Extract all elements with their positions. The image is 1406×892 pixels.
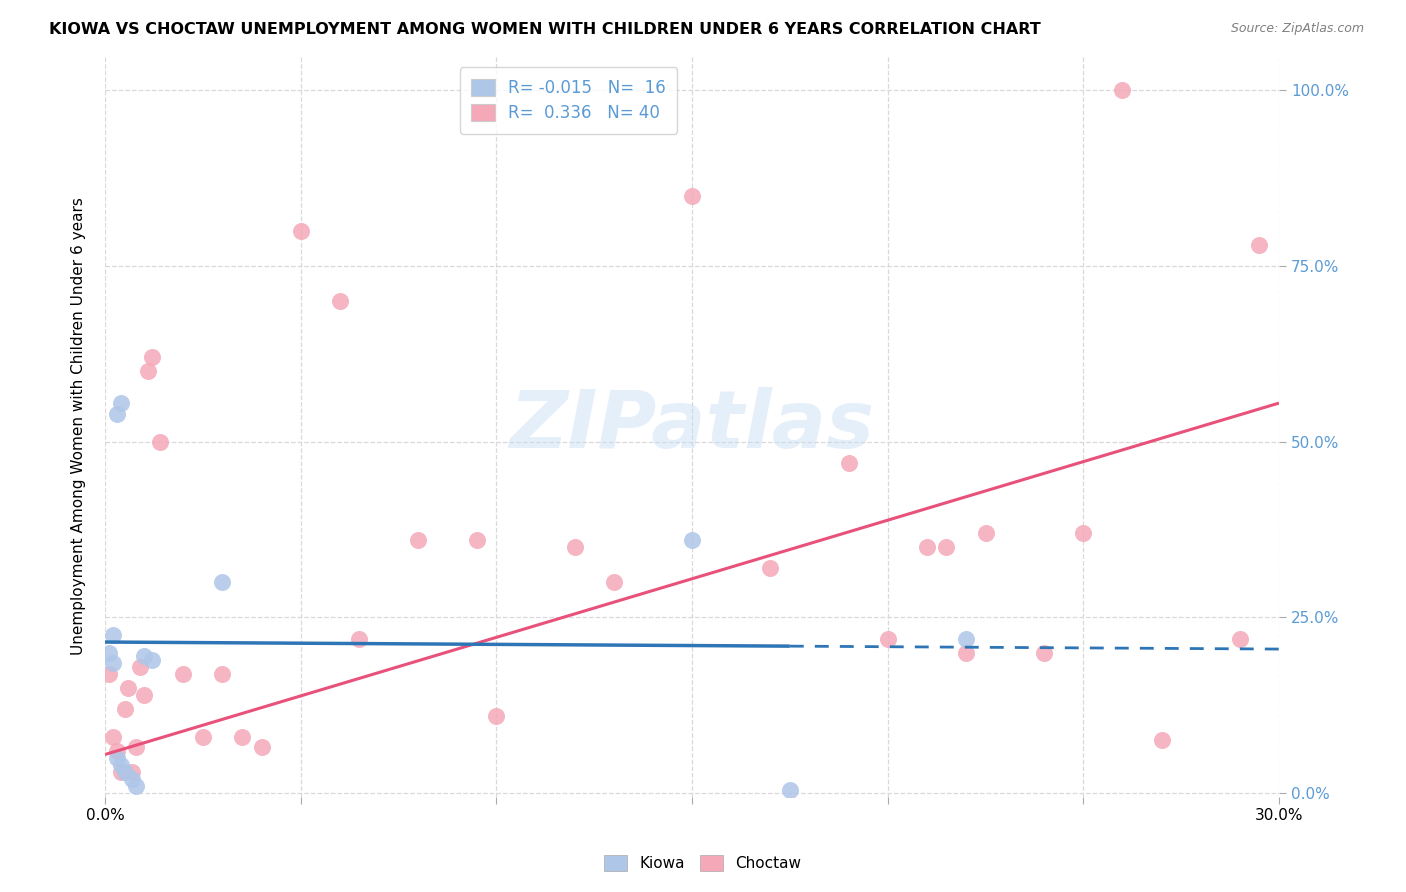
Point	[134, 688, 156, 702]
Point	[105, 407, 128, 421]
Point	[114, 702, 136, 716]
Point	[250, 740, 273, 755]
Point	[110, 758, 132, 772]
Point	[915, 540, 938, 554]
Point	[105, 744, 128, 758]
Point	[485, 709, 508, 723]
Point	[955, 632, 977, 646]
Point	[1073, 526, 1095, 541]
Point	[406, 533, 429, 548]
Point	[110, 396, 132, 410]
Point	[1033, 646, 1056, 660]
Point	[117, 681, 139, 695]
Text: KIOWA VS CHOCTAW UNEMPLOYMENT AMONG WOMEN WITH CHILDREN UNDER 6 YEARS CORRELATIO: KIOWA VS CHOCTAW UNEMPLOYMENT AMONG WOME…	[49, 22, 1040, 37]
Point	[564, 540, 586, 554]
Point	[838, 456, 860, 470]
Point	[134, 649, 156, 664]
Point	[121, 772, 143, 786]
Y-axis label: Unemployment Among Women with Children Under 6 years: Unemployment Among Women with Children U…	[72, 197, 86, 655]
Point	[779, 782, 801, 797]
Point	[101, 656, 124, 670]
Point	[1249, 238, 1271, 252]
Point	[136, 364, 159, 378]
Point	[121, 765, 143, 780]
Point	[172, 666, 194, 681]
Point	[935, 540, 957, 554]
Text: Source: ZipAtlas.com: Source: ZipAtlas.com	[1230, 22, 1364, 36]
Point	[97, 666, 120, 681]
Point	[141, 351, 163, 365]
Point	[211, 666, 233, 681]
Point	[97, 646, 120, 660]
Point	[349, 632, 371, 646]
Point	[290, 224, 312, 238]
Point	[876, 632, 898, 646]
Point	[465, 533, 488, 548]
Point	[681, 533, 703, 548]
Point	[101, 628, 124, 642]
Point	[105, 751, 128, 765]
Point	[329, 294, 352, 309]
Point	[114, 765, 136, 780]
Point	[974, 526, 997, 541]
Point	[101, 730, 124, 744]
Point	[1229, 632, 1251, 646]
Point	[125, 740, 148, 755]
Point	[603, 575, 626, 590]
Point	[1150, 733, 1173, 747]
Point	[211, 575, 233, 590]
Legend: R= -0.015   N=  16, R=  0.336   N= 40: R= -0.015 N= 16, R= 0.336 N= 40	[460, 67, 678, 134]
Point	[1111, 83, 1133, 97]
Point	[191, 730, 214, 744]
Point	[681, 188, 703, 202]
Point	[110, 765, 132, 780]
Point	[141, 652, 163, 666]
Point	[129, 659, 152, 673]
Point	[231, 730, 253, 744]
Legend: Kiowa, Choctaw: Kiowa, Choctaw	[599, 849, 807, 877]
Point	[759, 561, 782, 575]
Point	[149, 434, 172, 449]
Point	[955, 646, 977, 660]
Text: ZIPatlas: ZIPatlas	[509, 387, 875, 465]
Point	[125, 779, 148, 793]
